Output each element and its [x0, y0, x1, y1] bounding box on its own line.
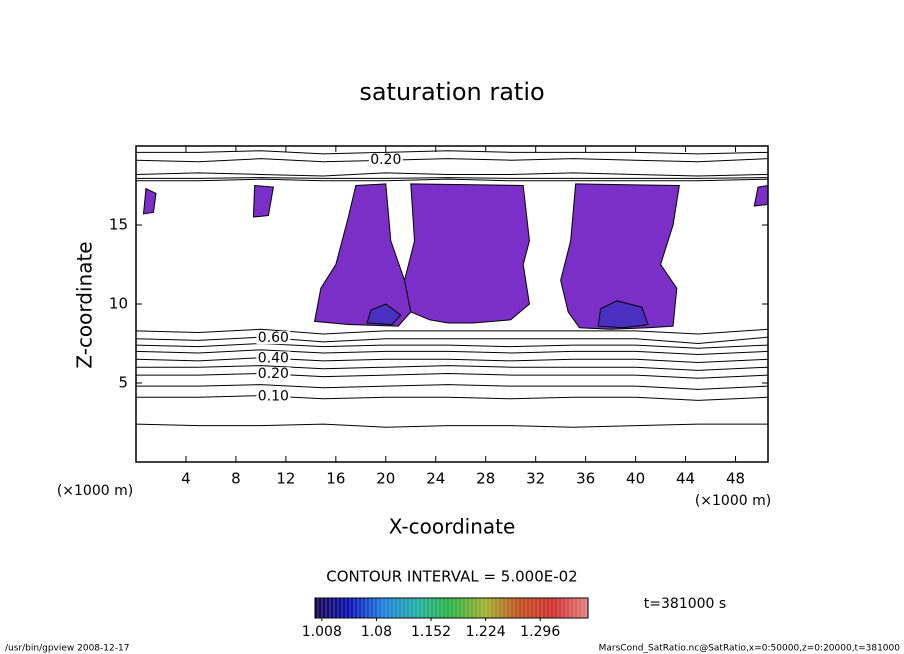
- colorbar-tick-label: 1.224: [466, 624, 506, 640]
- contour-line: [136, 365, 768, 371]
- shaded-region: [252, 184, 274, 218]
- contour-line: [136, 336, 768, 345]
- contour-interval: CONTOUR INTERVAL = 5.000E-02: [326, 568, 577, 586]
- contour-label: 0.40: [258, 350, 289, 366]
- contour-label: 0.20: [258, 366, 289, 382]
- contour-line: [136, 349, 768, 356]
- contour-label: 0.20: [370, 152, 401, 168]
- colorbar-tick-label: 1.296: [520, 624, 560, 640]
- shaded-region: [753, 184, 768, 207]
- contour-label-bg: [256, 351, 291, 365]
- contour-label-bg: [256, 331, 291, 345]
- colorbar-tick-label: 1.08: [361, 624, 392, 640]
- x-tick-label: 44: [676, 470, 695, 488]
- x-tick-label: 40: [626, 470, 645, 488]
- colorbar-tick-label: 1.008: [302, 624, 342, 640]
- time-label: t=381000 s: [644, 596, 726, 612]
- contour-line: [136, 150, 768, 155]
- y-tick-label: 5: [118, 374, 128, 392]
- contour-line: [136, 357, 768, 363]
- contour-line: [136, 384, 768, 390]
- contour-line: [136, 328, 768, 335]
- shaded-region: [142, 187, 157, 215]
- x-tick-label: 48: [726, 470, 745, 488]
- x-tick-label: 32: [526, 470, 545, 488]
- x-tick-label: 36: [576, 470, 595, 488]
- shaded-region: [560, 183, 680, 330]
- x-tick-label: 16: [326, 470, 345, 488]
- contour-line: [136, 423, 768, 428]
- x-tick-label: 28: [476, 470, 495, 488]
- x-tick-label: 20: [376, 470, 395, 488]
- footer-right: MarsCond_SatRatio.nc@SatRatio,x=0:50000,…: [599, 644, 901, 654]
- shaded-region: [404, 183, 530, 324]
- contour-line: [136, 178, 768, 182]
- colorbar-tick-label: 1.152: [411, 624, 451, 640]
- contour-line: [136, 158, 768, 163]
- shaded-region: [314, 183, 412, 327]
- x-axis-label: X-coordinate: [389, 515, 516, 539]
- x-tick-label: 4: [181, 470, 191, 488]
- y-unit-label: (×1000 m): [57, 483, 133, 499]
- y-tick-label: 15: [109, 216, 128, 234]
- x-tick-label: 24: [426, 470, 445, 488]
- contour-label: 0.10: [258, 388, 289, 404]
- contour-line: [136, 177, 768, 179]
- shaded-region: [366, 303, 402, 326]
- contour-label: 0.60: [258, 330, 289, 346]
- footer-left: /usr/bin/gpview 2008-12-17: [5, 644, 129, 654]
- shaded-region: [597, 300, 649, 329]
- plot-area: 0.100.200.400.600.20: [136, 150, 768, 428]
- chart-title: saturation ratio: [359, 78, 544, 106]
- contour-line: [136, 342, 768, 349]
- contour-line: [136, 172, 768, 177]
- y-tick-label: 10: [109, 295, 128, 313]
- contour-line: [136, 395, 768, 401]
- contour-label-bg: [256, 389, 291, 403]
- y-axis-label: Z-coordinate: [73, 241, 97, 368]
- x-unit-label: (×1000 m): [695, 493, 771, 509]
- colorbar: [314, 597, 589, 619]
- contour-line: [136, 373, 768, 379]
- x-tick-label: 8: [231, 470, 241, 488]
- x-tick-label: 12: [276, 470, 295, 488]
- contour-label-bg: [368, 153, 403, 167]
- contour-label-bg: [256, 367, 291, 381]
